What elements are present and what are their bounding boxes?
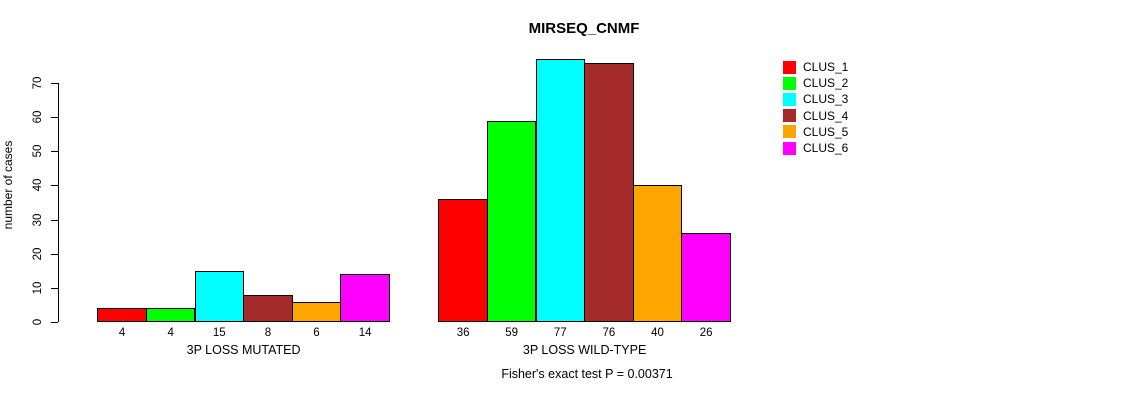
bar-clus_2-group2	[486, 120, 537, 322]
bar-value-label: 15	[212, 327, 226, 339]
bar-value-label: 8	[264, 327, 272, 339]
legend-label: CLUS_1	[803, 60, 849, 74]
bar-value-label: 40	[651, 327, 664, 339]
y-tick-label: 60	[32, 110, 44, 124]
bar-value-label: 6	[313, 327, 320, 339]
y-tick-mark	[51, 322, 58, 323]
bar-clus_5-group1	[291, 301, 342, 322]
legend-label: CLUS_3	[803, 92, 849, 107]
bar-clus_5-group2	[632, 185, 683, 322]
legend-item-clus_2: CLUS_2	[783, 75, 848, 91]
legend-swatch-icon	[783, 76, 796, 90]
y-tick-mark	[51, 185, 58, 187]
legend-label: CLUS_4	[803, 108, 849, 123]
legend-swatch-icon	[783, 141, 796, 155]
legend-label: CLUS_5	[803, 124, 849, 139]
bar-value-label: 36	[456, 327, 470, 339]
bar-clus_2-group1	[145, 308, 196, 322]
y-tick-label: 30	[32, 213, 44, 226]
y-tick-mark	[51, 83, 58, 84]
bar-value-label: 4	[118, 327, 126, 339]
bar-value-label: 4	[167, 327, 174, 339]
bar-value-label: 26	[699, 327, 713, 339]
legend-swatch-icon	[783, 60, 796, 74]
y-tick-mark	[51, 117, 58, 119]
group-label-mutated: 3P LOSS MUTATED	[186, 343, 301, 357]
y-tick-label: 0	[32, 318, 44, 326]
legend-item-clus_3: CLUS_3	[783, 91, 848, 107]
bar-value-label: 59	[505, 327, 519, 339]
legend-label: CLUS_2	[803, 76, 849, 91]
y-tick-mark	[51, 219, 58, 221]
fisher-test-annotation: Fisher's exact test P = 0.00371	[501, 367, 673, 381]
bar-value-label: 76	[602, 327, 616, 339]
bar-clus_4-group2	[584, 62, 634, 322]
bar-clus_1-group1	[97, 308, 147, 322]
legend-swatch-icon	[783, 92, 796, 106]
y-axis-line	[58, 83, 59, 322]
y-tick-mark	[51, 253, 58, 255]
bar-value-label: 77	[553, 327, 567, 339]
legend-item-clus_6: CLUS_6	[783, 140, 848, 156]
y-tick-label: 70	[32, 76, 44, 90]
y-tick-label: 40	[32, 179, 44, 192]
y-axis-title: number of cases	[1, 140, 15, 230]
bar-clus_4-group1	[243, 294, 293, 322]
y-tick-label: 10	[32, 281, 44, 295]
bar-clus_6-group2	[681, 233, 731, 322]
y-tick-label: 20	[32, 247, 44, 261]
legend-item-clus_4: CLUS_4	[783, 108, 848, 124]
legend-swatch-icon	[783, 109, 796, 123]
y-tick-mark	[51, 151, 58, 153]
y-tick-label: 50	[32, 144, 44, 158]
bar-clus_6-group1	[340, 274, 390, 322]
legend-item-clus_5: CLUS_5	[783, 124, 848, 140]
chart-title: MIRSEQ_CNMF	[528, 20, 640, 37]
y-tick-mark	[51, 287, 58, 289]
legend-item-clus_1: CLUS_1	[783, 59, 848, 75]
bar-clus_1-group2	[438, 199, 488, 322]
legend-swatch-icon	[783, 125, 796, 139]
group-label-wild-type: 3P LOSS WILD-TYPE	[522, 343, 647, 357]
bar-value-label: 14	[358, 327, 372, 339]
legend-label: CLUS_6	[803, 141, 849, 155]
bar-clus_3-group1	[194, 270, 245, 322]
bar-clus_3-group2	[535, 59, 586, 322]
